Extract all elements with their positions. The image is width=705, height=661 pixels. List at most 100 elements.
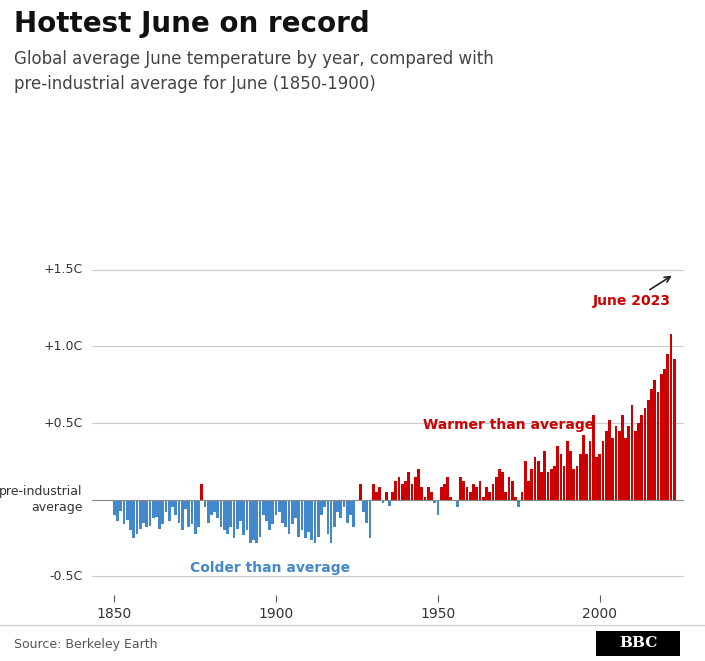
- Bar: [129, 500, 132, 530]
- Bar: [424, 496, 427, 500]
- Bar: [223, 500, 226, 530]
- Bar: [576, 466, 578, 500]
- Bar: [245, 500, 248, 530]
- Bar: [582, 436, 585, 500]
- Bar: [501, 472, 504, 500]
- Bar: [544, 451, 546, 500]
- Bar: [291, 500, 294, 524]
- Bar: [133, 500, 135, 538]
- Bar: [673, 358, 675, 500]
- Bar: [139, 500, 142, 529]
- Bar: [288, 500, 290, 533]
- Bar: [546, 472, 549, 500]
- Bar: [647, 400, 649, 500]
- Bar: [553, 466, 556, 500]
- Bar: [475, 488, 478, 500]
- Bar: [346, 500, 349, 523]
- Bar: [123, 500, 125, 524]
- Bar: [417, 469, 420, 500]
- Bar: [216, 500, 219, 518]
- Bar: [398, 477, 400, 500]
- Bar: [644, 408, 646, 500]
- Bar: [379, 488, 381, 500]
- Bar: [592, 415, 594, 500]
- Bar: [440, 488, 443, 500]
- Bar: [404, 481, 407, 500]
- Bar: [420, 488, 423, 500]
- Bar: [281, 500, 284, 523]
- Text: June 2023: June 2023: [593, 277, 671, 308]
- Text: +1.0C: +1.0C: [44, 340, 82, 353]
- Bar: [524, 461, 527, 500]
- Bar: [385, 492, 388, 500]
- Bar: [278, 500, 281, 512]
- Text: Warmer than average: Warmer than average: [424, 418, 595, 432]
- Bar: [233, 500, 235, 538]
- Bar: [372, 485, 374, 500]
- Bar: [375, 492, 378, 500]
- Bar: [572, 469, 575, 500]
- Bar: [560, 453, 563, 500]
- Bar: [135, 500, 138, 533]
- Bar: [333, 500, 336, 527]
- Bar: [190, 500, 193, 524]
- Bar: [271, 500, 274, 524]
- Bar: [407, 472, 410, 500]
- Bar: [249, 500, 252, 543]
- Bar: [410, 485, 413, 500]
- Bar: [482, 496, 484, 500]
- Bar: [381, 500, 384, 503]
- Bar: [184, 500, 187, 509]
- Bar: [656, 393, 659, 500]
- Bar: [339, 500, 342, 518]
- Bar: [446, 477, 449, 500]
- Bar: [462, 481, 465, 500]
- Bar: [537, 461, 539, 500]
- Bar: [119, 500, 122, 510]
- Bar: [155, 500, 158, 517]
- Bar: [566, 442, 569, 500]
- Bar: [595, 457, 598, 500]
- Bar: [265, 500, 268, 522]
- Text: Global average June temperature by year, compared with
pre-industrial average fo: Global average June temperature by year,…: [14, 50, 494, 93]
- Bar: [427, 488, 429, 500]
- Bar: [540, 472, 543, 500]
- Bar: [126, 500, 128, 520]
- Bar: [324, 500, 326, 508]
- Bar: [601, 442, 604, 500]
- Bar: [142, 500, 145, 523]
- Bar: [498, 469, 501, 500]
- Bar: [310, 500, 313, 539]
- Bar: [275, 500, 278, 515]
- Bar: [145, 500, 148, 527]
- Bar: [459, 477, 462, 500]
- Bar: [514, 496, 517, 500]
- Bar: [579, 453, 582, 500]
- Bar: [414, 477, 417, 500]
- Bar: [495, 477, 498, 500]
- Bar: [165, 500, 168, 512]
- Bar: [508, 477, 510, 500]
- Bar: [161, 500, 164, 524]
- Bar: [255, 500, 258, 543]
- Bar: [213, 500, 216, 512]
- Bar: [200, 485, 203, 500]
- Bar: [660, 374, 663, 500]
- Bar: [158, 500, 161, 529]
- Bar: [284, 500, 287, 527]
- Bar: [326, 500, 329, 533]
- Bar: [401, 485, 404, 500]
- Bar: [569, 451, 572, 500]
- Bar: [149, 500, 152, 526]
- Bar: [236, 500, 239, 529]
- Bar: [521, 492, 523, 500]
- Bar: [116, 500, 119, 522]
- Bar: [491, 485, 494, 500]
- Bar: [511, 481, 514, 500]
- Bar: [517, 500, 520, 508]
- Bar: [294, 500, 297, 518]
- Bar: [530, 469, 533, 500]
- Bar: [317, 500, 319, 537]
- Bar: [621, 415, 624, 500]
- Bar: [152, 500, 154, 518]
